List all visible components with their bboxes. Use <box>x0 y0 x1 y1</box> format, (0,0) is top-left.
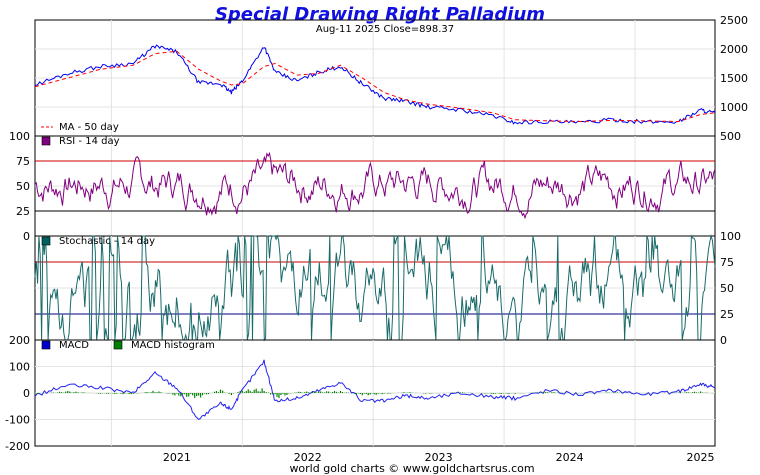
y-tick-label: 75 <box>720 256 734 269</box>
legend-swatch <box>113 340 123 350</box>
legend-swatch <box>41 236 51 246</box>
legend-label: Stochastic - 14 day <box>59 236 155 247</box>
y-tick-label: 200 <box>9 334 30 347</box>
y-tick-label: 1500 <box>720 72 748 85</box>
y-tick-label: 500 <box>720 130 741 143</box>
y-tick-label: 1000 <box>720 101 748 114</box>
series-line-macd <box>34 359 716 421</box>
panel-price: 2500 2000 1500 1000 500 MA - 50 day <box>34 14 748 143</box>
chart-subtitle: Aug-11 2025 Close=898.37 <box>316 24 454 35</box>
y-tick-label: 2000 <box>720 43 748 56</box>
legend-swatch <box>41 340 51 350</box>
series-line-ma-50-day <box>34 50 716 122</box>
legend-label: RSI - 14 day <box>59 136 120 147</box>
y-tick-label: 0 <box>23 230 30 243</box>
y-tick-label: 100 <box>720 230 741 243</box>
panel-rsi: 100 75 50 25 0 RSI - 14 day <box>9 130 716 243</box>
y-tick-label: 100 <box>9 130 30 143</box>
x-tick-label: 2021 <box>163 451 191 464</box>
panel-stoch: 100 75 50 25 0 Stochastic - 14 day <box>34 230 741 347</box>
series-line-stochastic-14-day <box>34 234 716 342</box>
y-tick-label: 0 <box>23 387 30 400</box>
chart-title: Special Drawing Right Palladium <box>215 4 545 25</box>
y-tick-label: 50 <box>720 282 734 295</box>
y-tick-label: 100 <box>9 361 30 374</box>
x-tick-label: 2023 <box>425 451 453 464</box>
y-tick-label: 25 <box>16 205 30 218</box>
y-tick-label: -200 <box>5 440 30 453</box>
y-tick-label: 2500 <box>720 14 748 27</box>
legend-label: MACD histogram <box>131 340 215 351</box>
series-line-price <box>34 44 716 125</box>
y-tick-label: 0 <box>720 334 727 347</box>
y-tick-label: -100 <box>5 414 30 427</box>
legend-swatch <box>41 136 51 146</box>
panel-macd: 200 100 0 -100 -200 MACD MACD histogram <box>5 334 716 453</box>
legend-label: MACD <box>59 340 89 351</box>
x-tick-label: 2025 <box>687 451 715 464</box>
y-tick-label: 50 <box>16 180 30 193</box>
x-tick-label: 2024 <box>556 451 584 464</box>
y-tick-label: 25 <box>720 308 734 321</box>
y-tick-label: 75 <box>16 155 30 168</box>
series-line-rsi-14-day <box>34 151 716 220</box>
chart-footer: world gold charts © www.goldchartsrus.co… <box>289 462 534 475</box>
x-tick-label: 2022 <box>294 451 322 464</box>
legend-label: MA - 50 day <box>59 122 119 133</box>
